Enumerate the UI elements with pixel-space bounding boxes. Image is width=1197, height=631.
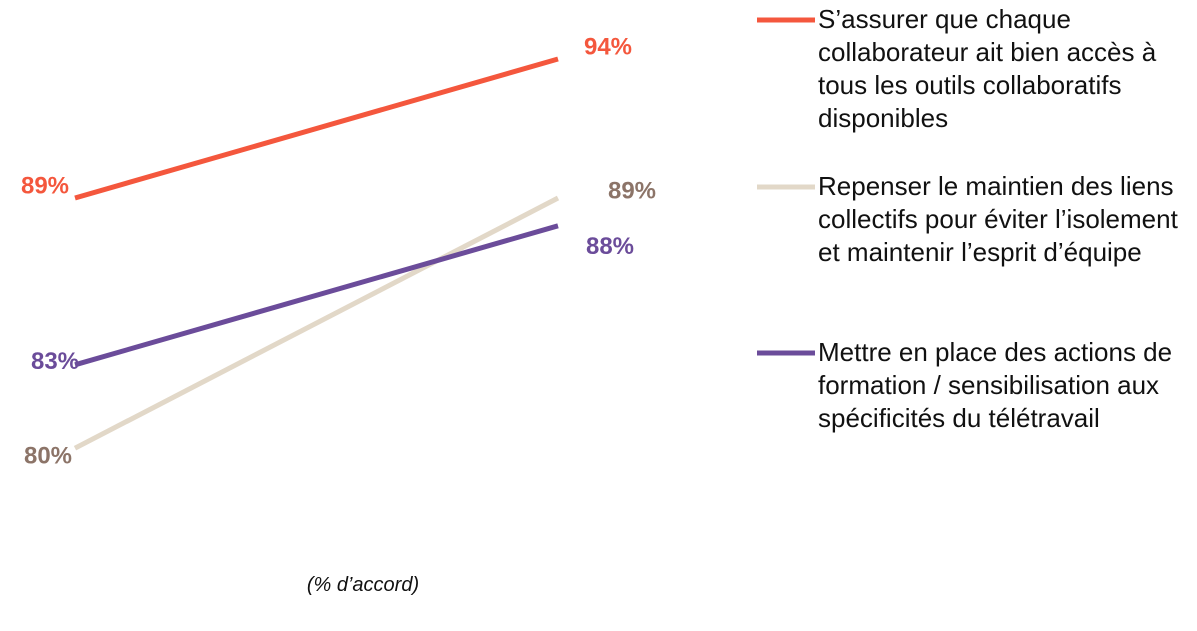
legend-entry: S’assurer que chaque collaborateur ait b… — [818, 4, 1164, 133]
line — [73, 195, 560, 451]
data-label: 89% — [21, 172, 69, 199]
data-label: 83% — [31, 348, 79, 375]
data-label: 89% — [608, 177, 656, 204]
legend-entry: Repenser le maintien des liens collectif… — [818, 171, 1193, 267]
data-label: 94% — [584, 33, 632, 60]
legend-entry: Mettre en place des actions de formation… — [818, 337, 1180, 433]
line — [74, 223, 559, 368]
data-label: 88% — [586, 233, 634, 260]
axis-label: (% d’accord) — [306, 574, 420, 596]
line — [74, 56, 559, 201]
data-label: 80% — [24, 443, 72, 470]
